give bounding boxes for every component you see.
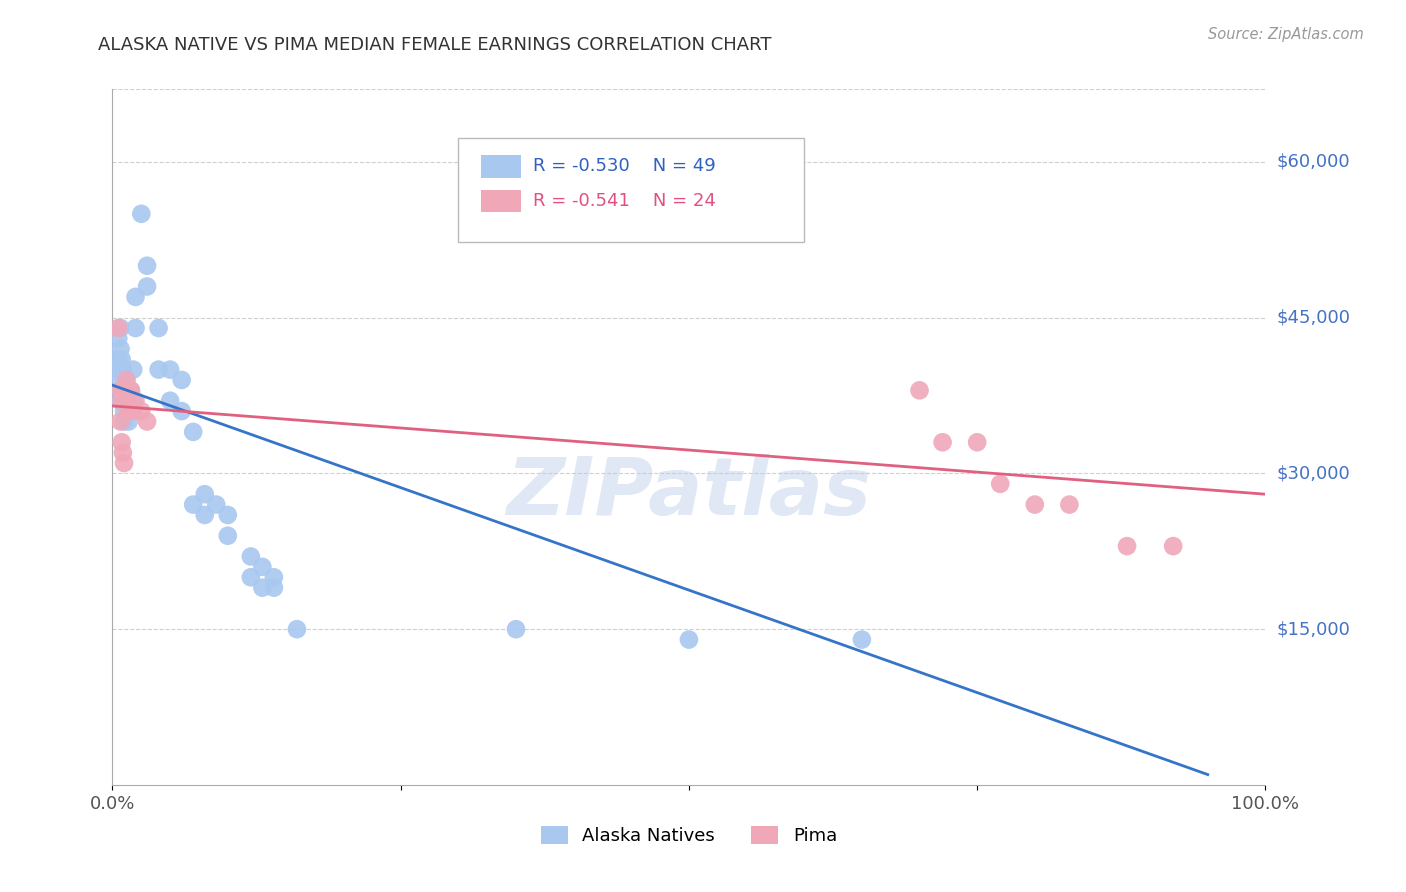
Point <box>111 393 134 408</box>
Point <box>217 508 239 522</box>
Point <box>194 487 217 501</box>
Text: $45,000: $45,000 <box>1277 309 1351 326</box>
FancyBboxPatch shape <box>458 138 804 243</box>
Point <box>111 384 134 398</box>
Point <box>112 404 135 418</box>
Point <box>111 362 134 376</box>
Point <box>107 321 129 335</box>
Point <box>136 415 159 429</box>
Point <box>117 384 139 398</box>
Point <box>124 393 146 408</box>
Point <box>1059 498 1081 512</box>
Point <box>148 362 170 376</box>
Text: ALASKA NATIVE VS PIMA MEDIAN FEMALE EARNINGS CORRELATION CHART: ALASKA NATIVE VS PIMA MEDIAN FEMALE EARN… <box>98 36 772 54</box>
Point <box>1161 539 1184 553</box>
Point <box>159 393 181 408</box>
Point <box>1024 498 1046 512</box>
Point <box>115 373 138 387</box>
Point <box>252 581 274 595</box>
Point <box>110 384 132 398</box>
Text: $15,000: $15,000 <box>1277 620 1350 638</box>
Point <box>678 632 700 647</box>
Point <box>148 321 170 335</box>
FancyBboxPatch shape <box>481 190 520 212</box>
Point <box>181 498 204 512</box>
Point <box>170 404 193 418</box>
Point <box>129 404 153 418</box>
Point <box>239 570 262 584</box>
Legend: Alaska Natives, Pima: Alaska Natives, Pima <box>534 819 844 853</box>
Point <box>217 529 239 543</box>
Point <box>170 373 193 387</box>
Point <box>117 404 139 418</box>
FancyBboxPatch shape <box>481 155 520 178</box>
Point <box>110 415 132 429</box>
Point <box>136 279 159 293</box>
Point <box>194 508 217 522</box>
Point <box>112 415 135 429</box>
Point <box>181 425 204 439</box>
Text: R = -0.530    N = 49: R = -0.530 N = 49 <box>533 157 716 176</box>
Text: $60,000: $60,000 <box>1277 153 1350 171</box>
Text: ZIPatlas: ZIPatlas <box>506 454 872 532</box>
Point <box>122 393 145 408</box>
Point <box>107 362 129 376</box>
Point <box>252 560 274 574</box>
Point <box>122 404 145 418</box>
Point <box>115 373 138 387</box>
Point <box>159 362 181 376</box>
Point <box>120 384 142 398</box>
Point <box>931 435 953 450</box>
Point <box>115 393 138 408</box>
Point <box>111 393 134 408</box>
Point <box>107 331 129 345</box>
Point <box>505 622 527 636</box>
Point <box>111 445 134 459</box>
Point <box>205 498 228 512</box>
Point <box>110 373 132 387</box>
Point <box>111 435 134 450</box>
Point <box>110 342 132 356</box>
Point <box>1116 539 1139 553</box>
Point <box>110 321 132 335</box>
Text: Source: ZipAtlas.com: Source: ZipAtlas.com <box>1208 27 1364 42</box>
Point <box>908 384 931 398</box>
Point <box>851 632 873 647</box>
Point <box>124 290 146 304</box>
Point <box>110 384 132 398</box>
Point <box>988 476 1011 491</box>
Point <box>129 207 153 221</box>
Point <box>117 415 139 429</box>
Point <box>136 259 159 273</box>
Point <box>263 570 285 584</box>
Point <box>239 549 262 564</box>
Point <box>111 352 134 367</box>
Text: $30,000: $30,000 <box>1277 465 1350 483</box>
Point <box>115 393 138 408</box>
Point <box>285 622 308 636</box>
Point <box>122 362 145 376</box>
Point <box>112 456 135 470</box>
Point <box>107 352 129 367</box>
Point <box>117 404 139 418</box>
Point <box>966 435 988 450</box>
Point <box>110 393 132 408</box>
Point <box>120 384 142 398</box>
Point <box>124 321 146 335</box>
Text: R = -0.541    N = 24: R = -0.541 N = 24 <box>533 192 716 211</box>
Point <box>263 581 285 595</box>
